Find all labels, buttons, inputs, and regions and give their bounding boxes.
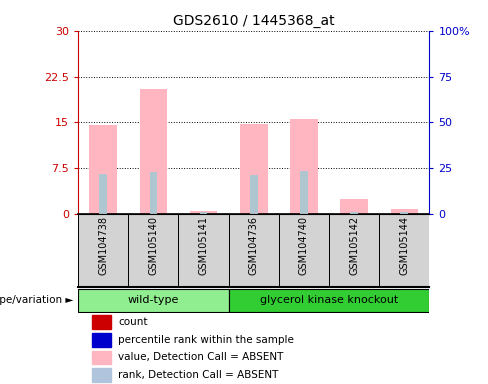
Bar <box>179 214 229 287</box>
Bar <box>379 214 429 287</box>
Bar <box>92 351 111 364</box>
Bar <box>78 289 229 312</box>
Text: GSM105140: GSM105140 <box>148 216 159 275</box>
Text: GSM104738: GSM104738 <box>98 216 108 275</box>
Bar <box>229 289 429 312</box>
Bar <box>100 174 107 214</box>
Text: wild-type: wild-type <box>128 295 179 305</box>
Text: GSM104740: GSM104740 <box>299 216 309 275</box>
Bar <box>350 212 358 214</box>
Text: GSM105144: GSM105144 <box>399 216 409 275</box>
Text: GSM105141: GSM105141 <box>199 216 208 275</box>
Bar <box>92 368 111 382</box>
Bar <box>229 214 279 287</box>
Bar <box>149 172 157 214</box>
Bar <box>300 171 308 214</box>
Bar <box>290 119 318 214</box>
Bar <box>89 126 117 214</box>
Bar <box>78 214 128 287</box>
Bar <box>140 89 167 214</box>
Bar <box>92 315 111 329</box>
Bar <box>128 214 179 287</box>
Text: percentile rank within the sample: percentile rank within the sample <box>119 335 294 345</box>
Bar <box>329 214 379 287</box>
Text: rank, Detection Call = ABSENT: rank, Detection Call = ABSENT <box>119 370 279 380</box>
Text: GSM105142: GSM105142 <box>349 216 359 275</box>
Title: GDS2610 / 1445368_at: GDS2610 / 1445368_at <box>173 14 335 28</box>
Text: genotype/variation ►: genotype/variation ► <box>0 295 73 305</box>
Bar <box>240 124 267 214</box>
Bar <box>92 333 111 347</box>
Text: GSM104736: GSM104736 <box>249 216 259 275</box>
Bar <box>401 212 408 214</box>
Bar <box>340 199 368 214</box>
Bar <box>390 209 418 214</box>
Text: glycerol kinase knockout: glycerol kinase knockout <box>260 295 398 305</box>
Bar <box>279 214 329 287</box>
Text: count: count <box>119 317 148 327</box>
Bar <box>250 175 258 214</box>
Bar <box>190 211 217 214</box>
Bar <box>200 212 207 214</box>
Text: value, Detection Call = ABSENT: value, Detection Call = ABSENT <box>119 353 284 362</box>
